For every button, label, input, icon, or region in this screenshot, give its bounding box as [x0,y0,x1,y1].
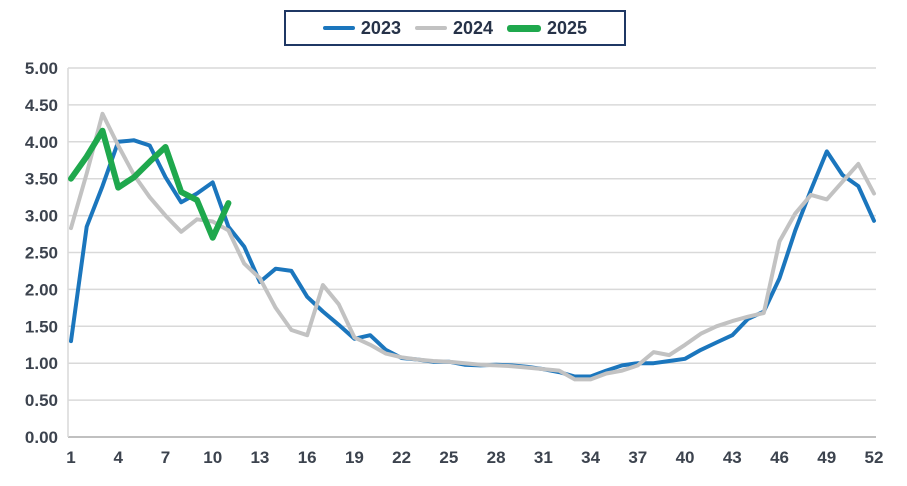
y-tick-label: 5.00 [25,59,58,78]
x-tick-label: 25 [439,448,458,467]
y-tick-label: 4.50 [25,96,58,115]
y-tick-label: 2.50 [25,244,58,263]
legend-swatch-2024-line [414,26,447,30]
line-2025 [68,127,232,241]
y-tick-label: 0.50 [25,391,58,410]
x-tick-label: 43 [723,448,742,467]
x-tick-label: 34 [581,448,600,467]
x-tick-label: 4 [114,448,124,467]
line-2023 [69,138,876,379]
x-tick-label: 22 [392,448,411,467]
legend-label-2023: 2023 [360,18,401,38]
y-tick-label: 3.00 [25,207,58,226]
legend-swatch-2023-line [322,26,355,30]
x-tick-label: 49 [817,448,836,467]
y-tick-label: 0.00 [25,428,58,447]
x-tick-label: 13 [250,448,269,467]
legend-label-2025: 2025 [547,18,588,38]
y-tick-label: 3.50 [25,170,58,189]
x-tick-label: 28 [487,448,506,467]
y-tick-label: 2.00 [25,280,58,299]
x-tick-label: 40 [676,448,695,467]
line-2024 [69,111,876,382]
x-tick-label: 19 [345,448,364,467]
x-tick-label: 1 [66,448,75,467]
x-tick-label: 7 [161,448,170,467]
legend-item-2024: 2024 [414,18,494,38]
x-tick-label: 31 [534,448,553,467]
y-tick-label: 1.00 [25,354,58,373]
x-tick-label: 52 [865,448,884,467]
y-tick-label: 1.50 [25,317,58,336]
legend-swatch-2025-line [507,24,542,32]
legend-item-2023: 2023 [322,18,401,38]
y-tick-label: 4.00 [25,133,58,152]
x-tick-label: 46 [770,448,789,467]
legend-item-2025: 2025 [507,19,587,37]
chart-legend: 2023 2024 2025 [284,10,626,46]
x-tick-label: 16 [298,448,317,467]
legend-label-2024: 2024 [452,18,494,38]
x-tick-label: 37 [628,448,647,467]
x-tick-label: 10 [203,448,222,467]
